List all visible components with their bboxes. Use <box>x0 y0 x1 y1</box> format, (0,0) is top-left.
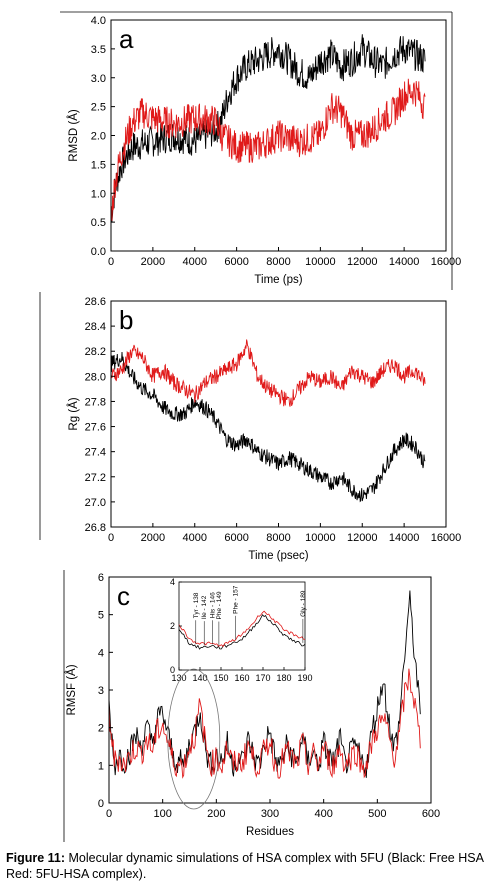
x-tick-label-b: 4000 <box>183 532 207 544</box>
y-tick-label-c: 2 <box>98 723 104 735</box>
x-tick-label-b: 2000 <box>141 532 165 544</box>
x-tick-label-a: 6000 <box>224 256 248 268</box>
x-tick-label-b: 0 <box>108 532 114 544</box>
inset-annotation-label: Phe - 149 <box>216 591 223 620</box>
series-line-b-1 <box>110 339 426 407</box>
x-tick-label-a: 16000 <box>431 256 462 268</box>
inset-y-tick-label: 4 <box>170 577 175 587</box>
y-tick-label-a: 3.5 <box>91 44 106 56</box>
inset-frame <box>178 581 306 671</box>
inset-x-tick-label: 130 <box>171 673 186 683</box>
inset-x-tick-label: 140 <box>192 673 207 683</box>
inset-chart: 130 140 150 160 170 180 190 0 2 4 Tyr - 138 Ile - 1… <box>170 577 313 683</box>
series-line-c-0 <box>108 590 421 778</box>
x-tick-label-c: 600 <box>422 808 440 820</box>
plot-frame-b <box>110 300 447 528</box>
x-tick-label-a: 2000 <box>141 256 165 268</box>
inset-y-tick-label: 2 <box>170 621 175 631</box>
y-tick-label-c: 5 <box>98 610 104 622</box>
x-tick-label-a: 4000 <box>183 256 207 268</box>
series-line-c-1 <box>108 668 421 779</box>
x-tick-label-b: 6000 <box>224 532 248 544</box>
x-tick-label-c: 400 <box>314 808 332 820</box>
y-tick-label-b: 27.2 <box>85 472 106 484</box>
y-tick-label-c: 4 <box>98 647 104 659</box>
y-tick-label-b: 27.0 <box>85 497 106 509</box>
inset-series-line-0 <box>178 614 306 650</box>
x-tick-label-a: 8000 <box>266 256 290 268</box>
x-tick-label-c: 100 <box>153 808 171 820</box>
caption-label: Figure 11: <box>6 851 66 865</box>
y-axis-label-a: RMSD (Å) <box>67 109 80 162</box>
inset-y-tick-label: 0 <box>170 665 175 675</box>
y-tick-label-a: 1.0 <box>91 188 106 200</box>
y-axis-label-c: RMSF (Å) <box>65 664 78 715</box>
x-tick-label-c: 200 <box>207 808 225 820</box>
inset-annotation-label: Phe - 157 <box>233 585 240 614</box>
chart-panel-a: 0 2000 4000 6000 8000 10000 12000 14000 16000 0.0… <box>67 15 461 286</box>
y-tick-label-a: 2.5 <box>91 102 106 114</box>
highlight-ellipse <box>167 668 221 810</box>
x-tick-label-b: 12000 <box>347 532 378 544</box>
x-tick-label-a: 14000 <box>389 256 420 268</box>
y-tick-label-b: 27.4 <box>85 447 106 459</box>
panel-label-a: a <box>119 24 134 54</box>
y-tick-label-b: 28.4 <box>85 321 106 333</box>
x-axis-label-c: Residues <box>246 826 294 838</box>
x-tick-label-b: 10000 <box>305 532 336 544</box>
y-tick-label-c: 1 <box>98 760 104 772</box>
x-tick-label-b: 16000 <box>431 532 462 544</box>
y-tick-label-b: 27.8 <box>85 396 106 408</box>
x-tick-label-b: 8000 <box>266 532 290 544</box>
x-tick-label-c: 300 <box>261 808 279 820</box>
x-tick-label-c: 500 <box>368 808 386 820</box>
y-tick-label-a: 4.0 <box>91 15 106 27</box>
series-line-a-1 <box>110 78 426 221</box>
y-tick-label-a: 2.0 <box>91 131 106 143</box>
y-tick-label-c: 3 <box>98 685 104 697</box>
chart-panel-b: 0 2000 4000 6000 8000 10000 12000 14000 16000 26.… <box>67 296 461 562</box>
y-tick-label-b: 26.8 <box>85 522 106 534</box>
inset-x-tick-label: 180 <box>276 673 291 683</box>
caption-text: Molecular dynamic simulations of HSA com… <box>6 851 484 881</box>
figure-caption: Figure 11: Molecular dynamic simulations… <box>6 850 492 882</box>
y-tick-label-b: 28.6 <box>85 296 106 308</box>
inset-x-tick-label: 160 <box>234 673 249 683</box>
figure: 0 2000 4000 6000 8000 10000 12000 14000 160000.0… <box>39 11 461 842</box>
y-tick-label-a: 0.0 <box>91 246 106 258</box>
series-line-a-0 <box>110 34 426 222</box>
panel-label-b: b <box>119 305 133 335</box>
x-axis-label-b: Time (psec) <box>248 550 308 562</box>
y-tick-label-a: 3.0 <box>91 73 106 85</box>
inset-annotation-label: Ile - 142 <box>201 595 208 619</box>
y-tick-label-c: 6 <box>98 572 104 584</box>
inset-x-tick-label: 190 <box>297 673 312 683</box>
x-tick-label-c: 0 <box>106 808 112 820</box>
inset-annotation-label: Tyr - 138 <box>193 592 200 618</box>
x-tick-label-a: 12000 <box>347 256 378 268</box>
inset-x-tick-label: 170 <box>255 673 270 683</box>
y-tick-label-b: 28.2 <box>85 346 106 358</box>
y-tick-label-a: 1.5 <box>91 159 106 171</box>
inset-series-line-1 <box>178 610 306 648</box>
inset-annotation-label: Gly - 189 <box>300 590 307 617</box>
x-tick-label-b: 14000 <box>389 532 420 544</box>
y-tick-label-c: 0 <box>98 798 104 810</box>
y-tick-label-a: 0.5 <box>91 217 106 229</box>
y-tick-label-b: 28.0 <box>85 371 106 383</box>
y-tick-label-b: 27.6 <box>85 422 106 434</box>
x-tick-label-a: 0 <box>108 256 114 268</box>
x-tick-label-a: 10000 <box>305 256 336 268</box>
y-axis-label-b: Rg (Å) <box>67 397 80 430</box>
inset-x-tick-label: 150 <box>213 673 228 683</box>
chart-panel-c: 0 100 200 300 400 500 600 0 1 2 3 4 5 6 Residues RMSF (… <box>65 572 440 838</box>
series-line-b-0 <box>110 351 426 503</box>
inset-annotation-label: His - 146 <box>210 592 217 618</box>
panel-label-c: c <box>117 581 130 611</box>
x-axis-label-a: Time (ps) <box>254 274 302 286</box>
